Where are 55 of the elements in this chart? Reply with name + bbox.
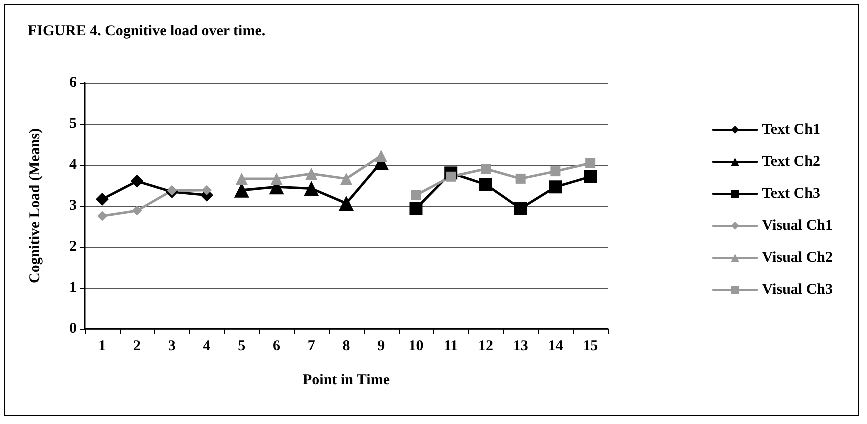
chart-title: FIGURE 4. Cognitive load over time. bbox=[28, 24, 266, 40]
y-tick-label: 0 bbox=[70, 321, 77, 337]
point bbox=[446, 172, 456, 182]
y-tick-label: 6 bbox=[70, 75, 78, 91]
point bbox=[96, 192, 109, 206]
x-tick-label: 2 bbox=[134, 338, 142, 354]
x-tick-label: 12 bbox=[478, 338, 494, 354]
x-tick-label: 1 bbox=[98, 338, 106, 354]
point bbox=[514, 202, 528, 216]
point bbox=[586, 158, 596, 168]
point bbox=[306, 168, 318, 180]
legend-label: Text Ch1 bbox=[762, 122, 821, 138]
x-tick-label: 10 bbox=[408, 338, 424, 354]
point bbox=[549, 180, 562, 194]
x-tick-label: 4 bbox=[203, 338, 212, 354]
y-tick-label: 5 bbox=[70, 116, 77, 132]
x-tick-label: 11 bbox=[444, 338, 458, 354]
point bbox=[97, 211, 108, 222]
point bbox=[132, 206, 142, 216]
legend-label: Visual Ch1 bbox=[762, 218, 834, 234]
x-tick-label: 3 bbox=[168, 338, 176, 354]
point bbox=[304, 181, 320, 196]
point bbox=[375, 150, 388, 162]
point bbox=[516, 174, 526, 184]
legend-label: Text Ch3 bbox=[762, 186, 821, 202]
point bbox=[130, 174, 144, 188]
x-tick-label: 7 bbox=[308, 338, 316, 354]
x-tick-label: 6 bbox=[273, 338, 282, 354]
point bbox=[410, 202, 423, 216]
legend-label: Text Ch2 bbox=[762, 154, 821, 170]
x-tick-label: 14 bbox=[548, 338, 564, 354]
point bbox=[236, 172, 248, 185]
y-tick-label: 1 bbox=[70, 280, 77, 296]
legend-label: Visual Ch2 bbox=[762, 250, 834, 266]
legend-label: Visual Ch3 bbox=[762, 282, 834, 298]
y-axis-title: Cognitive Load (Means) bbox=[28, 128, 44, 284]
point bbox=[340, 172, 352, 185]
x-tick-label: 8 bbox=[342, 338, 350, 354]
x-tick-label: 9 bbox=[378, 338, 386, 354]
x-tick-label: 5 bbox=[238, 338, 246, 354]
y-tick-label: 3 bbox=[70, 198, 77, 214]
point bbox=[411, 190, 422, 200]
point bbox=[339, 196, 354, 212]
point bbox=[479, 178, 492, 192]
x-tick-label: 15 bbox=[583, 338, 598, 354]
point bbox=[550, 166, 561, 177]
y-tick-label: 2 bbox=[70, 239, 77, 255]
point bbox=[480, 164, 491, 174]
x-axis-title: Point in Time bbox=[303, 372, 390, 388]
point bbox=[270, 172, 283, 185]
point bbox=[202, 185, 212, 196]
y-tick-label: 4 bbox=[70, 157, 78, 173]
point bbox=[167, 186, 178, 196]
x-tick-label: 13 bbox=[513, 338, 528, 354]
point bbox=[584, 170, 598, 184]
